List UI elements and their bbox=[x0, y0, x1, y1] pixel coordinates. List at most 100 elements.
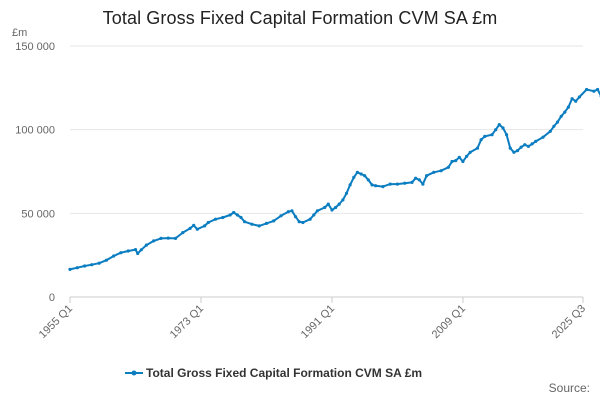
data-point[interactable] bbox=[221, 215, 225, 220]
data-point[interactable] bbox=[574, 99, 578, 103]
data-point[interactable] bbox=[523, 143, 527, 147]
data-point[interactable] bbox=[497, 123, 501, 127]
data-point[interactable] bbox=[90, 263, 94, 267]
data-point[interactable] bbox=[206, 220, 210, 225]
data-point[interactable] bbox=[97, 261, 101, 265]
data-point[interactable] bbox=[541, 135, 545, 139]
data-point[interactable] bbox=[243, 220, 247, 224]
data-point[interactable] bbox=[534, 139, 538, 143]
data-point[interactable] bbox=[446, 165, 450, 169]
data-point[interactable] bbox=[188, 226, 192, 230]
data-point[interactable] bbox=[330, 208, 334, 212]
data-point[interactable] bbox=[337, 202, 341, 206]
data-point[interactable] bbox=[68, 267, 72, 271]
data-point[interactable] bbox=[403, 181, 407, 185]
data-point[interactable] bbox=[483, 134, 487, 138]
data-point[interactable] bbox=[381, 185, 385, 189]
data-point[interactable] bbox=[454, 159, 458, 163]
data-point[interactable] bbox=[250, 222, 254, 226]
data-point[interactable] bbox=[570, 97, 574, 101]
data-point[interactable] bbox=[239, 215, 243, 220]
data-point[interactable] bbox=[344, 191, 349, 195]
data-point[interactable] bbox=[195, 227, 199, 231]
data-point[interactable] bbox=[501, 126, 505, 130]
data-point[interactable] bbox=[104, 258, 108, 262]
data-point[interactable] bbox=[152, 239, 156, 243]
data-point[interactable] bbox=[479, 138, 483, 142]
data-point[interactable] bbox=[548, 129, 552, 133]
data-point[interactable] bbox=[530, 142, 534, 146]
data-point[interactable] bbox=[139, 248, 143, 252]
data-point[interactable] bbox=[112, 254, 116, 258]
data-point[interactable] bbox=[388, 182, 392, 186]
data-point[interactable] bbox=[341, 198, 345, 202]
data-point[interactable] bbox=[417, 178, 421, 182]
data-point[interactable] bbox=[119, 251, 123, 255]
data-point[interactable] bbox=[312, 213, 316, 217]
data-point[interactable] bbox=[136, 251, 140, 256]
data-point[interactable] bbox=[512, 150, 516, 154]
data-point[interactable] bbox=[450, 159, 454, 164]
data-point[interactable] bbox=[414, 176, 418, 180]
data-point[interactable] bbox=[526, 144, 531, 148]
data-point[interactable] bbox=[410, 180, 414, 184]
data-point[interactable] bbox=[559, 114, 563, 118]
data-point[interactable] bbox=[555, 120, 560, 124]
data-point[interactable] bbox=[352, 175, 356, 179]
data-point[interactable] bbox=[457, 155, 461, 159]
data-point[interactable] bbox=[159, 236, 163, 240]
data-point[interactable] bbox=[585, 87, 589, 92]
data-point[interactable] bbox=[181, 231, 185, 235]
legend-label[interactable]: Total Gross Fixed Capital Formation CVM … bbox=[146, 366, 422, 380]
data-point[interactable] bbox=[425, 174, 429, 178]
data-point[interactable] bbox=[75, 266, 79, 270]
data-point[interactable] bbox=[326, 202, 330, 206]
data-point[interactable] bbox=[272, 219, 276, 223]
data-point[interactable] bbox=[370, 183, 374, 187]
data-point[interactable] bbox=[257, 224, 261, 228]
data-point[interactable] bbox=[301, 220, 305, 225]
data-point[interactable] bbox=[566, 105, 571, 109]
data-point[interactable] bbox=[592, 89, 596, 93]
data-point[interactable] bbox=[228, 213, 232, 217]
data-point[interactable] bbox=[133, 248, 138, 252]
data-point[interactable] bbox=[126, 249, 130, 253]
data-point[interactable] bbox=[359, 172, 363, 176]
legend[interactable]: Total Gross Fixed Capital Formation CVM … bbox=[125, 366, 422, 380]
data-point[interactable] bbox=[355, 170, 359, 174]
data-point[interactable] bbox=[315, 209, 319, 213]
data-point[interactable] bbox=[439, 169, 443, 173]
data-point[interactable] bbox=[363, 174, 367, 178]
data-point[interactable] bbox=[421, 182, 425, 186]
data-point[interactable] bbox=[279, 214, 283, 218]
data-point[interactable] bbox=[144, 243, 148, 247]
data-point[interactable] bbox=[264, 221, 269, 225]
data-point[interactable] bbox=[235, 213, 239, 217]
data-point[interactable] bbox=[374, 184, 378, 188]
data-point[interactable] bbox=[475, 146, 480, 150]
data-point[interactable] bbox=[490, 133, 494, 137]
data-point[interactable] bbox=[366, 178, 370, 182]
data-point[interactable] bbox=[83, 264, 87, 268]
data-point[interactable] bbox=[552, 124, 556, 128]
data-point[interactable] bbox=[505, 133, 509, 137]
data-point[interactable] bbox=[519, 145, 523, 149]
data-point[interactable] bbox=[577, 95, 582, 99]
data-point[interactable] bbox=[323, 205, 327, 210]
data-point[interactable] bbox=[334, 205, 338, 210]
data-point[interactable] bbox=[494, 128, 498, 132]
data-point[interactable] bbox=[297, 220, 301, 224]
data-point[interactable] bbox=[203, 224, 207, 228]
data-point[interactable] bbox=[395, 182, 399, 186]
data-point[interactable] bbox=[515, 149, 520, 153]
data-point[interactable] bbox=[461, 159, 465, 164]
data-point[interactable] bbox=[232, 210, 236, 215]
data-point[interactable] bbox=[508, 146, 512, 150]
data-point[interactable] bbox=[432, 170, 436, 174]
data-point[interactable] bbox=[465, 154, 469, 158]
data-point[interactable] bbox=[213, 217, 218, 221]
data-point[interactable] bbox=[563, 110, 567, 114]
data-point[interactable] bbox=[596, 87, 600, 92]
data-point[interactable] bbox=[166, 236, 170, 240]
data-point[interactable] bbox=[348, 183, 352, 187]
